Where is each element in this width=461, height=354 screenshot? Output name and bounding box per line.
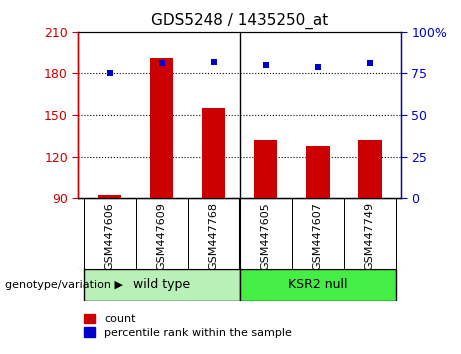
Text: GSM447605: GSM447605 [261,202,271,269]
Text: KSR2 null: KSR2 null [288,279,348,291]
Text: genotype/variation ▶: genotype/variation ▶ [5,280,123,290]
Bar [254,140,278,198]
Bar [83,269,240,301]
Bar [358,140,382,198]
Legend: count, percentile rank within the sample: count, percentile rank within the sample [84,314,292,338]
Text: GSM447609: GSM447609 [157,202,166,270]
Text: GSM447749: GSM447749 [365,202,375,270]
Bar [150,58,173,198]
Bar [240,269,396,301]
Text: GSM447768: GSM447768 [209,202,219,270]
Bar [98,195,121,198]
Text: GSM447607: GSM447607 [313,202,323,270]
Text: GSM447606: GSM447606 [105,202,115,269]
Bar [306,145,330,198]
Bar [202,108,225,198]
Title: GDS5248 / 1435250_at: GDS5248 / 1435250_at [151,13,328,29]
Text: wild type: wild type [133,279,190,291]
